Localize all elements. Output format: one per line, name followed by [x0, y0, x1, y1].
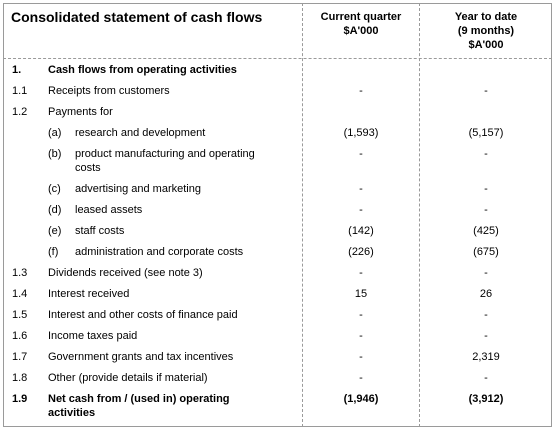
year-to-date-value: -: [484, 85, 488, 97]
sub-item-letter: (c): [48, 183, 61, 195]
current-quarter-value: -: [359, 85, 363, 97]
column-header-line: Year to date: [454, 11, 518, 23]
row-label: product manufacturing and operating: [75, 148, 255, 160]
row-label: leased assets: [75, 204, 143, 216]
year-to-date-value: -: [484, 267, 488, 279]
row-label: staff costs: [75, 225, 125, 237]
column-header-line: Current quarter: [320, 11, 402, 23]
row-label: activities: [48, 407, 96, 419]
row-label: Interest received: [48, 288, 130, 300]
row-number: 1.: [12, 64, 22, 76]
row-label: advertising and marketing: [75, 183, 201, 195]
current-quarter-value: 15: [354, 288, 368, 300]
sub-item-letter: (f): [48, 246, 59, 258]
table-border: [3, 3, 552, 427]
row-number: 1.4: [12, 288, 28, 300]
current-quarter-value: -: [359, 148, 363, 160]
year-to-date-value: -: [484, 204, 488, 216]
column-divider: [302, 3, 303, 427]
row-label: Interest and other costs of finance paid: [48, 309, 238, 321]
row-number: 1.3: [12, 267, 28, 279]
column-header-line: (9 months): [457, 25, 515, 37]
current-quarter-value: -: [359, 204, 363, 216]
year-to-date-value: (3,912): [468, 393, 504, 405]
sub-item-letter: (a): [48, 127, 62, 139]
year-to-date-value: -: [484, 372, 488, 384]
year-to-date-value: 26: [479, 288, 493, 300]
current-quarter-value: (142): [348, 225, 374, 237]
current-quarter-value: -: [359, 330, 363, 342]
row-number: 1.6: [12, 330, 28, 342]
current-quarter-value: -: [359, 351, 363, 363]
current-quarter-value: (226): [348, 246, 374, 258]
current-quarter-value: (1,593): [343, 127, 379, 139]
current-quarter-value: -: [359, 267, 363, 279]
row-label: Net cash from / (used in) operating: [48, 393, 230, 405]
year-to-date-value: 2,319: [472, 351, 500, 363]
current-quarter-value: -: [359, 183, 363, 195]
table-title: Consolidated statement of cash flows: [11, 9, 263, 25]
row-number: 1.8: [12, 372, 28, 384]
year-to-date-value: -: [484, 148, 488, 160]
row-label: Income taxes paid: [48, 330, 138, 342]
row-label: costs: [75, 162, 101, 174]
row-label: Other (provide details if material): [48, 372, 208, 384]
current-quarter-value: -: [359, 309, 363, 321]
row-label: Cash flows from operating activities: [48, 64, 237, 76]
sub-item-letter: (b): [48, 148, 62, 160]
column-divider: [419, 3, 420, 427]
row-label: research and development: [75, 127, 206, 139]
row-number: 1.7: [12, 351, 28, 363]
row-number: 1.2: [12, 106, 28, 118]
sub-item-letter: (e): [48, 225, 62, 237]
current-quarter-value: (1,946): [343, 393, 379, 405]
row-label: Receipts from customers: [48, 85, 170, 97]
row-label: Payments for: [48, 106, 113, 118]
column-header-line: $A'000: [468, 39, 504, 51]
column-header-line: $A'000: [343, 25, 379, 37]
year-to-date-value: -: [484, 330, 488, 342]
row-number: 1.9: [12, 393, 28, 405]
header-divider: [3, 58, 552, 59]
column-header: Year to date (9 months) $A'000: [420, 10, 552, 52]
column-header: Current quarter $A'000: [303, 10, 419, 38]
year-to-date-value: (675): [473, 246, 499, 258]
year-to-date-value: -: [484, 183, 488, 195]
sub-item-letter: (d): [48, 204, 62, 216]
current-quarter-value: -: [359, 372, 363, 384]
year-to-date-value: (5,157): [468, 127, 504, 139]
year-to-date-value: -: [484, 309, 488, 321]
row-number: 1.5: [12, 309, 28, 321]
year-to-date-value: (425): [473, 225, 499, 237]
row-label: Government grants and tax incentives: [48, 351, 234, 363]
row-number: 1.1: [12, 85, 28, 97]
row-label: Dividends received (see note 3): [48, 267, 203, 279]
row-label: administration and corporate costs: [75, 246, 244, 258]
